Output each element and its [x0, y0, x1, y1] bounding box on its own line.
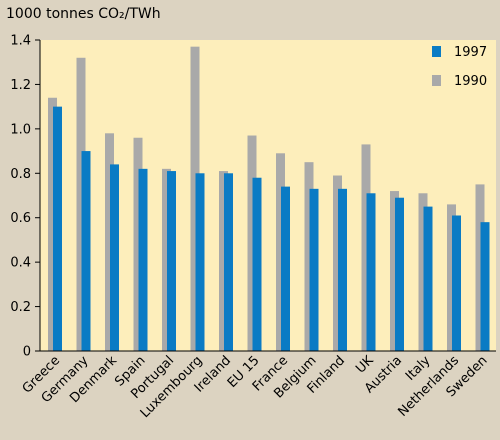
- y-tick-label: 0.4: [10, 256, 31, 271]
- y-tick-label: 1.0: [10, 122, 31, 137]
- bar-1997-uk: [366, 193, 376, 351]
- bars-group: [48, 46, 490, 352]
- bar-1997-ireland: [224, 173, 233, 351]
- bar-1997-finland: [338, 188, 347, 351]
- bar-1997-france: [281, 186, 290, 351]
- bar-1990-uk: [361, 144, 371, 351]
- bar-1997-spain: [138, 168, 148, 351]
- legend: 1997 1990: [432, 45, 487, 89]
- bar-1990-denmark: [105, 133, 114, 351]
- bar-1997-eu-15: [252, 177, 262, 351]
- legend-swatch-1990: [432, 75, 441, 86]
- bar-1990-sweden: [475, 184, 485, 351]
- bar-1990-italy: [418, 193, 428, 351]
- y-tick-label: 1.2: [10, 78, 31, 93]
- legend-label-1997: 1997: [454, 45, 487, 60]
- bar-1990-belgium: [304, 162, 314, 351]
- y-tick-label: 0: [23, 345, 31, 360]
- bar-1990-greece: [48, 97, 57, 351]
- bar-1997-sweden: [480, 222, 490, 351]
- bar-1990-ireland: [219, 171, 228, 351]
- bar-1990-portugal: [162, 168, 171, 351]
- bar-1990-finland: [333, 175, 342, 351]
- y-tick-label: 1.4: [10, 34, 31, 49]
- x-axis-category-labels: GreeceGermanyDenmarkSpainPortugalLuxembo…: [20, 353, 491, 421]
- bar-1990-eu-15: [247, 135, 257, 351]
- legend-swatch-1997: [432, 46, 441, 57]
- bar-1990-france: [276, 153, 285, 351]
- bar-1990-austria: [390, 191, 399, 351]
- bar-1997-luxembourg: [195, 173, 205, 351]
- bar-1997-denmark: [110, 164, 119, 351]
- bar-1990-spain: [133, 137, 143, 351]
- bar-1997-germany: [81, 151, 91, 351]
- bar-1997-netherlands: [452, 215, 461, 351]
- legend-label-1990: 1990: [454, 74, 487, 89]
- bar-1997-greece: [53, 106, 62, 352]
- bar-1997-portugal: [167, 171, 176, 351]
- bar-1990-netherlands: [447, 204, 456, 351]
- bar-1997-belgium: [309, 188, 319, 351]
- bar-1997-italy: [423, 206, 433, 351]
- bar-1997-austria: [395, 197, 404, 351]
- y-axis: 0 0.2 0.4 0.6 0.8 1.0 1.2 1.4: [10, 34, 496, 360]
- y-tick-label: 0.6: [10, 211, 31, 226]
- y-tick-label: 0.2: [10, 300, 31, 315]
- bar-1990-germany: [76, 57, 86, 352]
- bar-1990-luxembourg: [190, 46, 200, 352]
- y-axis-unit-label: 1000 tonnes CO₂/TWh: [6, 6, 161, 22]
- y-tick-label: 0.8: [10, 167, 31, 182]
